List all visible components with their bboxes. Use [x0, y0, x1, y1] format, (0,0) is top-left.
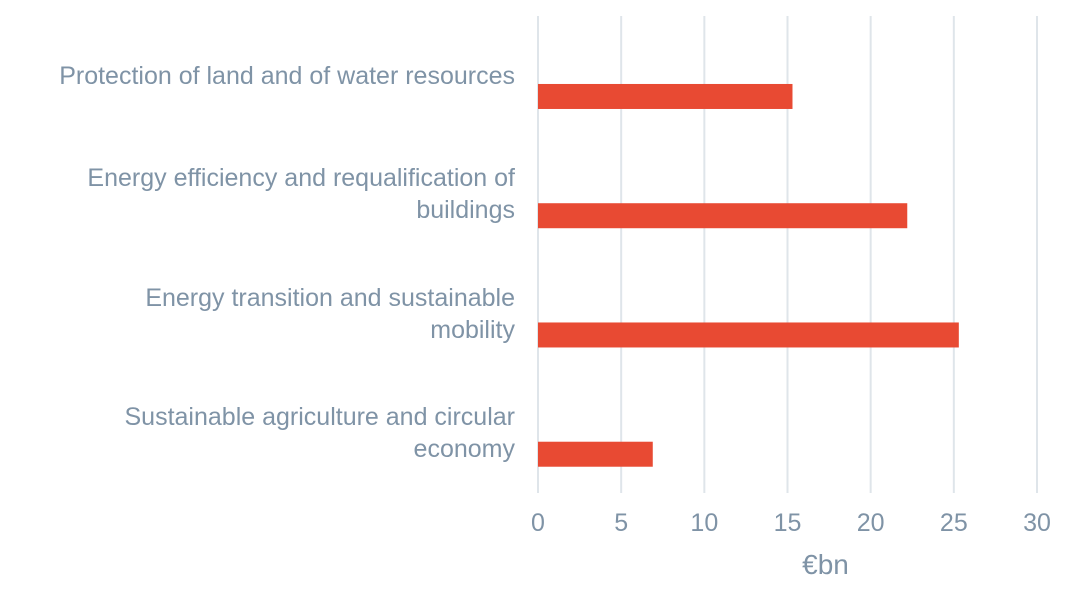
category-label: Energy efficiency and requalification of…	[87, 164, 515, 225]
bar-3	[538, 322, 959, 348]
category-label: Energy transition and sustainable mobili…	[145, 283, 515, 344]
x-tick-label: 10	[690, 509, 718, 537]
bar-2	[538, 203, 908, 229]
x-tick-label: 30	[1023, 509, 1051, 537]
bar-1	[538, 83, 793, 109]
category-label: Sustainable agriculture and circular eco…	[124, 402, 516, 463]
x-tick-label: 25	[940, 509, 968, 537]
x-axis-title: €bn	[802, 549, 849, 580]
x-tick-label: 0	[531, 509, 545, 537]
x-tick-label: 20	[857, 509, 885, 537]
bars	[538, 83, 959, 467]
category-label: Protection of land and of water resource…	[59, 62, 515, 90]
bar-4	[538, 441, 653, 467]
x-tick-label: 15	[774, 509, 802, 537]
x-tick-label: 5	[614, 509, 628, 537]
x-axis-ticks: 0 5 10 15 20 25 30	[531, 509, 1051, 537]
